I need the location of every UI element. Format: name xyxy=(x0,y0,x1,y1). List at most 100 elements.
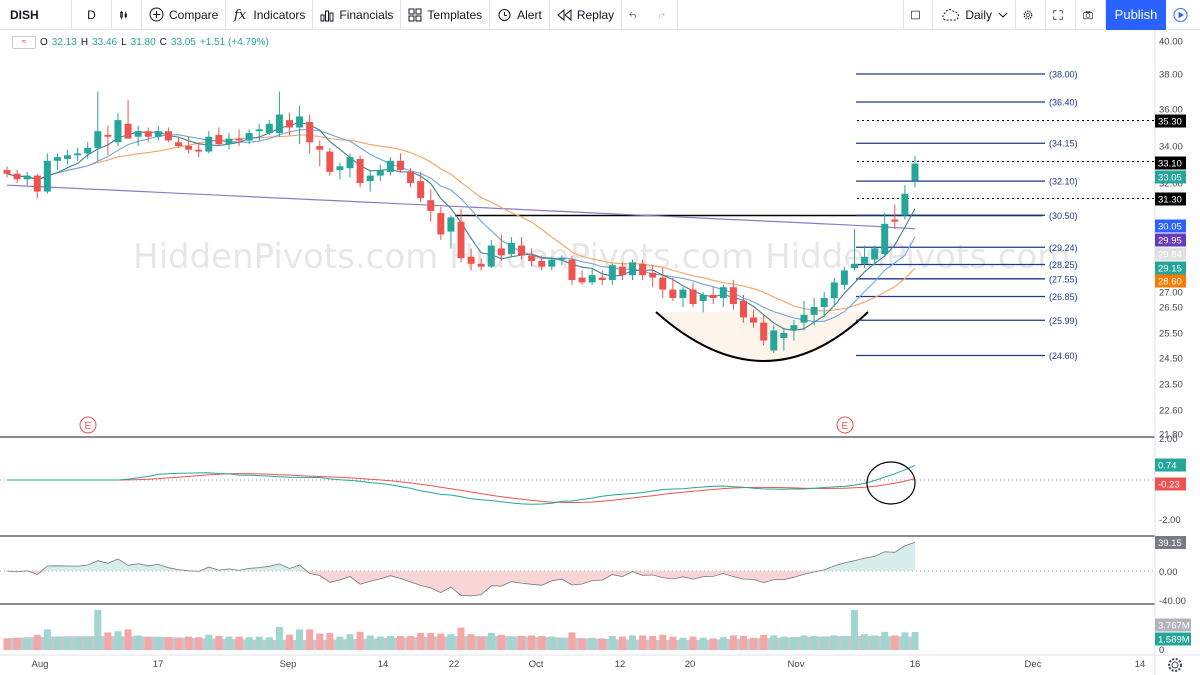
cup-curve[interactable] xyxy=(655,311,869,362)
financials-button[interactable]: Financials xyxy=(313,0,402,30)
candle-body[interactable] xyxy=(84,147,92,154)
chart-type-button[interactable] xyxy=(112,0,142,30)
candle-body[interactable] xyxy=(356,158,364,183)
candle-body[interactable] xyxy=(185,146,193,150)
candle-body[interactable] xyxy=(477,263,485,267)
candle-body[interactable] xyxy=(820,298,828,307)
candle-body[interactable] xyxy=(901,193,909,216)
candle-body[interactable] xyxy=(810,307,818,315)
candle-body[interactable] xyxy=(679,289,687,298)
candle-body[interactable] xyxy=(881,223,889,254)
ma-20-line[interactable] xyxy=(6,134,916,312)
candle-body[interactable] xyxy=(175,142,183,146)
candle-body[interactable] xyxy=(608,265,616,280)
ma-200-line[interactable] xyxy=(6,184,916,230)
candle-body[interactable] xyxy=(588,275,596,283)
candle-body[interactable] xyxy=(275,114,283,134)
candle-body[interactable] xyxy=(719,287,727,298)
snapshot-button[interactable] xyxy=(1076,0,1106,30)
candle-body[interactable] xyxy=(891,219,899,222)
candle-body[interactable] xyxy=(285,120,293,128)
candle-body[interactable] xyxy=(871,248,879,260)
earnings-marker[interactable]: E xyxy=(79,416,97,434)
time-axis[interactable]: Aug 17 Sep 14 22 Oct 12 20 Nov 16 Dec 14 xyxy=(32,659,1146,670)
candle-body[interactable] xyxy=(265,123,273,134)
candle-body[interactable] xyxy=(911,163,919,181)
candle-body[interactable] xyxy=(144,131,152,137)
play-button[interactable] xyxy=(1166,0,1200,30)
candle-body[interactable] xyxy=(770,330,778,351)
chart-settings-gear-icon[interactable] xyxy=(1168,658,1182,672)
candle-body[interactable] xyxy=(568,259,576,280)
macd-line[interactable] xyxy=(7,464,916,505)
candle-body[interactable] xyxy=(235,138,243,141)
candle-body[interactable] xyxy=(629,262,637,276)
templates-button[interactable]: Templates xyxy=(401,0,491,30)
redo-button[interactable] xyxy=(650,0,679,30)
macd-signal-line[interactable] xyxy=(7,473,916,504)
candle-body[interactable] xyxy=(689,289,697,304)
candle-body[interactable] xyxy=(447,217,455,232)
candle-body[interactable] xyxy=(417,181,425,199)
candle-body[interactable] xyxy=(64,155,72,159)
candle-body[interactable] xyxy=(376,170,384,176)
candle-body[interactable] xyxy=(528,255,536,261)
candle-body[interactable] xyxy=(850,263,858,268)
candle-body[interactable] xyxy=(497,248,505,256)
candle-body[interactable] xyxy=(790,325,798,331)
candle-body[interactable] xyxy=(861,256,869,264)
price-chart[interactable]: HiddenPivots.com HiddenPivots.com Hidden… xyxy=(0,30,1200,675)
crossover-circle[interactable] xyxy=(866,461,916,505)
publish-button[interactable]: Publish xyxy=(1106,0,1166,30)
candle-body[interactable] xyxy=(74,153,82,156)
candle-body[interactable] xyxy=(649,272,657,278)
candle-body[interactable] xyxy=(639,263,647,276)
candle-body[interactable] xyxy=(296,116,304,128)
candle-body[interactable] xyxy=(225,138,233,145)
candle-body[interactable] xyxy=(195,149,203,152)
candle-body[interactable] xyxy=(114,120,122,143)
candle-body[interactable] xyxy=(618,266,626,276)
candle-body[interactable] xyxy=(578,277,586,283)
interval-button[interactable]: D xyxy=(72,0,112,30)
candle-body[interactable] xyxy=(598,277,606,280)
candle-body[interactable] xyxy=(558,258,566,260)
fullscreen-button[interactable] xyxy=(1046,0,1076,30)
candle-body[interactable] xyxy=(104,134,112,137)
candle-body[interactable] xyxy=(43,160,51,192)
candle-body[interactable] xyxy=(215,134,223,145)
candle-body[interactable] xyxy=(316,146,324,150)
candle-body[interactable] xyxy=(13,173,21,180)
candle-body[interactable] xyxy=(366,175,374,182)
candle-body[interactable] xyxy=(669,289,677,298)
earnings-marker[interactable]: E xyxy=(836,416,854,434)
candle-body[interactable] xyxy=(53,157,61,161)
candle-body[interactable] xyxy=(780,333,788,338)
candle-body[interactable] xyxy=(255,129,263,132)
candle-body[interactable] xyxy=(699,295,707,301)
candle-body[interactable] xyxy=(326,151,334,172)
replay-button[interactable]: Replay xyxy=(550,0,623,30)
layout-button[interactable] xyxy=(903,0,934,30)
candle-body[interactable] xyxy=(830,282,838,298)
candle-body[interactable] xyxy=(840,270,848,285)
alert-button[interactable]: Alert xyxy=(490,0,550,30)
compare-button[interactable]: Compare xyxy=(142,0,227,30)
candle-body[interactable] xyxy=(427,200,435,211)
candle-body[interactable] xyxy=(124,123,132,139)
candle-body[interactable] xyxy=(739,301,747,318)
candle-body[interactable] xyxy=(407,171,415,183)
candle-body[interactable] xyxy=(487,245,495,267)
settings-button[interactable] xyxy=(1016,0,1046,30)
candle-body[interactable] xyxy=(386,160,394,172)
osc-line[interactable] xyxy=(6,542,916,597)
indicators-button[interactable]: fx Indicators xyxy=(226,0,314,30)
candle-body[interactable] xyxy=(23,175,31,180)
candle-body[interactable] xyxy=(709,295,717,298)
symbol-search[interactable]: DISH xyxy=(0,0,72,30)
candle-body[interactable] xyxy=(154,131,162,137)
candle-body[interactable] xyxy=(94,131,102,148)
candle-body[interactable] xyxy=(518,245,526,256)
candle-body[interactable] xyxy=(729,287,737,304)
candle-body[interactable] xyxy=(760,322,768,341)
